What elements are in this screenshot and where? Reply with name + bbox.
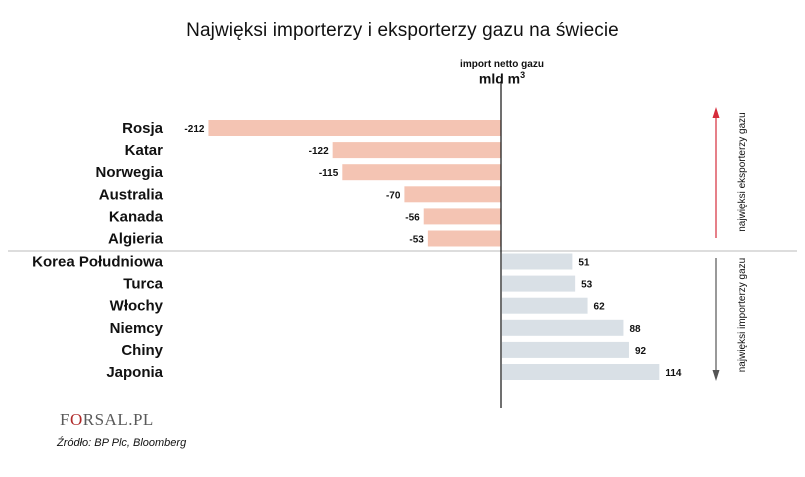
category-label-katar: Katar xyxy=(125,142,164,159)
bar-katar xyxy=(332,142,501,159)
value-label-katar: -122 xyxy=(309,146,329,157)
category-label-algieria: Algieria xyxy=(108,231,164,248)
bar-wlochy xyxy=(502,297,588,314)
category-label-korea-poludniowa: Korea Południowa xyxy=(32,254,164,271)
logo-o: O xyxy=(69,410,83,429)
bar-norwegia xyxy=(342,164,501,181)
bar-niemcy xyxy=(502,319,624,336)
importers-side-label: najwięksi importerzy gazu xyxy=(737,258,748,373)
category-label-niemcy: Niemcy xyxy=(110,320,164,337)
value-label-algieria: -53 xyxy=(409,235,424,246)
source-note: Źródło: BP Plc, Bloomberg xyxy=(57,437,187,449)
category-label-chiny: Chiny xyxy=(121,342,163,359)
unit-text: mld m xyxy=(478,70,521,87)
category-labels: Rosja Katar Norwegia Australia Kanada Algieri… xyxy=(32,120,164,381)
down-arrow-icon xyxy=(712,370,720,381)
side-annotations: najwięksi eksporterzy gazu najwięksi impo… xyxy=(712,107,748,381)
chart-title: Najwięksi importerzy i eksporterzy gazu … xyxy=(186,20,619,41)
up-arrow-icon xyxy=(712,107,720,118)
unit-caption: import netto gazu xyxy=(460,59,544,70)
category-label-turca: Turca xyxy=(123,276,163,293)
value-label-australia: -70 xyxy=(386,190,401,201)
logo-text-start: F xyxy=(60,410,70,429)
value-label-rosja: -212 xyxy=(184,124,204,135)
bar-turca xyxy=(502,275,576,292)
value-label-japonia: 114 xyxy=(665,368,682,379)
bar-rosja xyxy=(208,120,501,136)
value-label-turca: 53 xyxy=(581,280,593,291)
bar-kanada xyxy=(423,208,501,225)
unit-label: mld m3 xyxy=(440,70,564,87)
category-label-japonia: Japonia xyxy=(106,364,163,381)
value-label-korea-poludniowa: 51 xyxy=(578,258,590,269)
bar-algieria xyxy=(427,230,501,247)
bars-group xyxy=(208,120,660,380)
exporters-side-label: najwięksi eksporterzy gazu xyxy=(737,112,748,232)
logo-text-end: RSAL.PL xyxy=(82,410,154,429)
bar-chiny xyxy=(502,341,629,358)
category-label-wlochy: Włochy xyxy=(110,298,164,315)
bar-australia xyxy=(404,186,501,203)
unit-superscript: 3 xyxy=(520,70,526,80)
value-label-wlochy: 62 xyxy=(594,302,606,313)
value-label-norwegia: -115 xyxy=(319,168,339,179)
bar-japonia xyxy=(502,364,660,380)
category-label-norwegia: Norwegia xyxy=(95,164,163,181)
bar-korea-poludniowa xyxy=(502,253,573,270)
category-label-kanada: Kanada xyxy=(109,208,164,225)
category-label-australia: Australia xyxy=(99,186,164,203)
value-label-niemcy: 88 xyxy=(629,324,641,335)
value-label-chiny: 92 xyxy=(635,346,647,357)
value-label-kanada: -56 xyxy=(405,212,420,223)
forsal-logo: FORSAL.PL xyxy=(60,410,154,430)
category-label-rosja: Rosja xyxy=(122,120,164,137)
